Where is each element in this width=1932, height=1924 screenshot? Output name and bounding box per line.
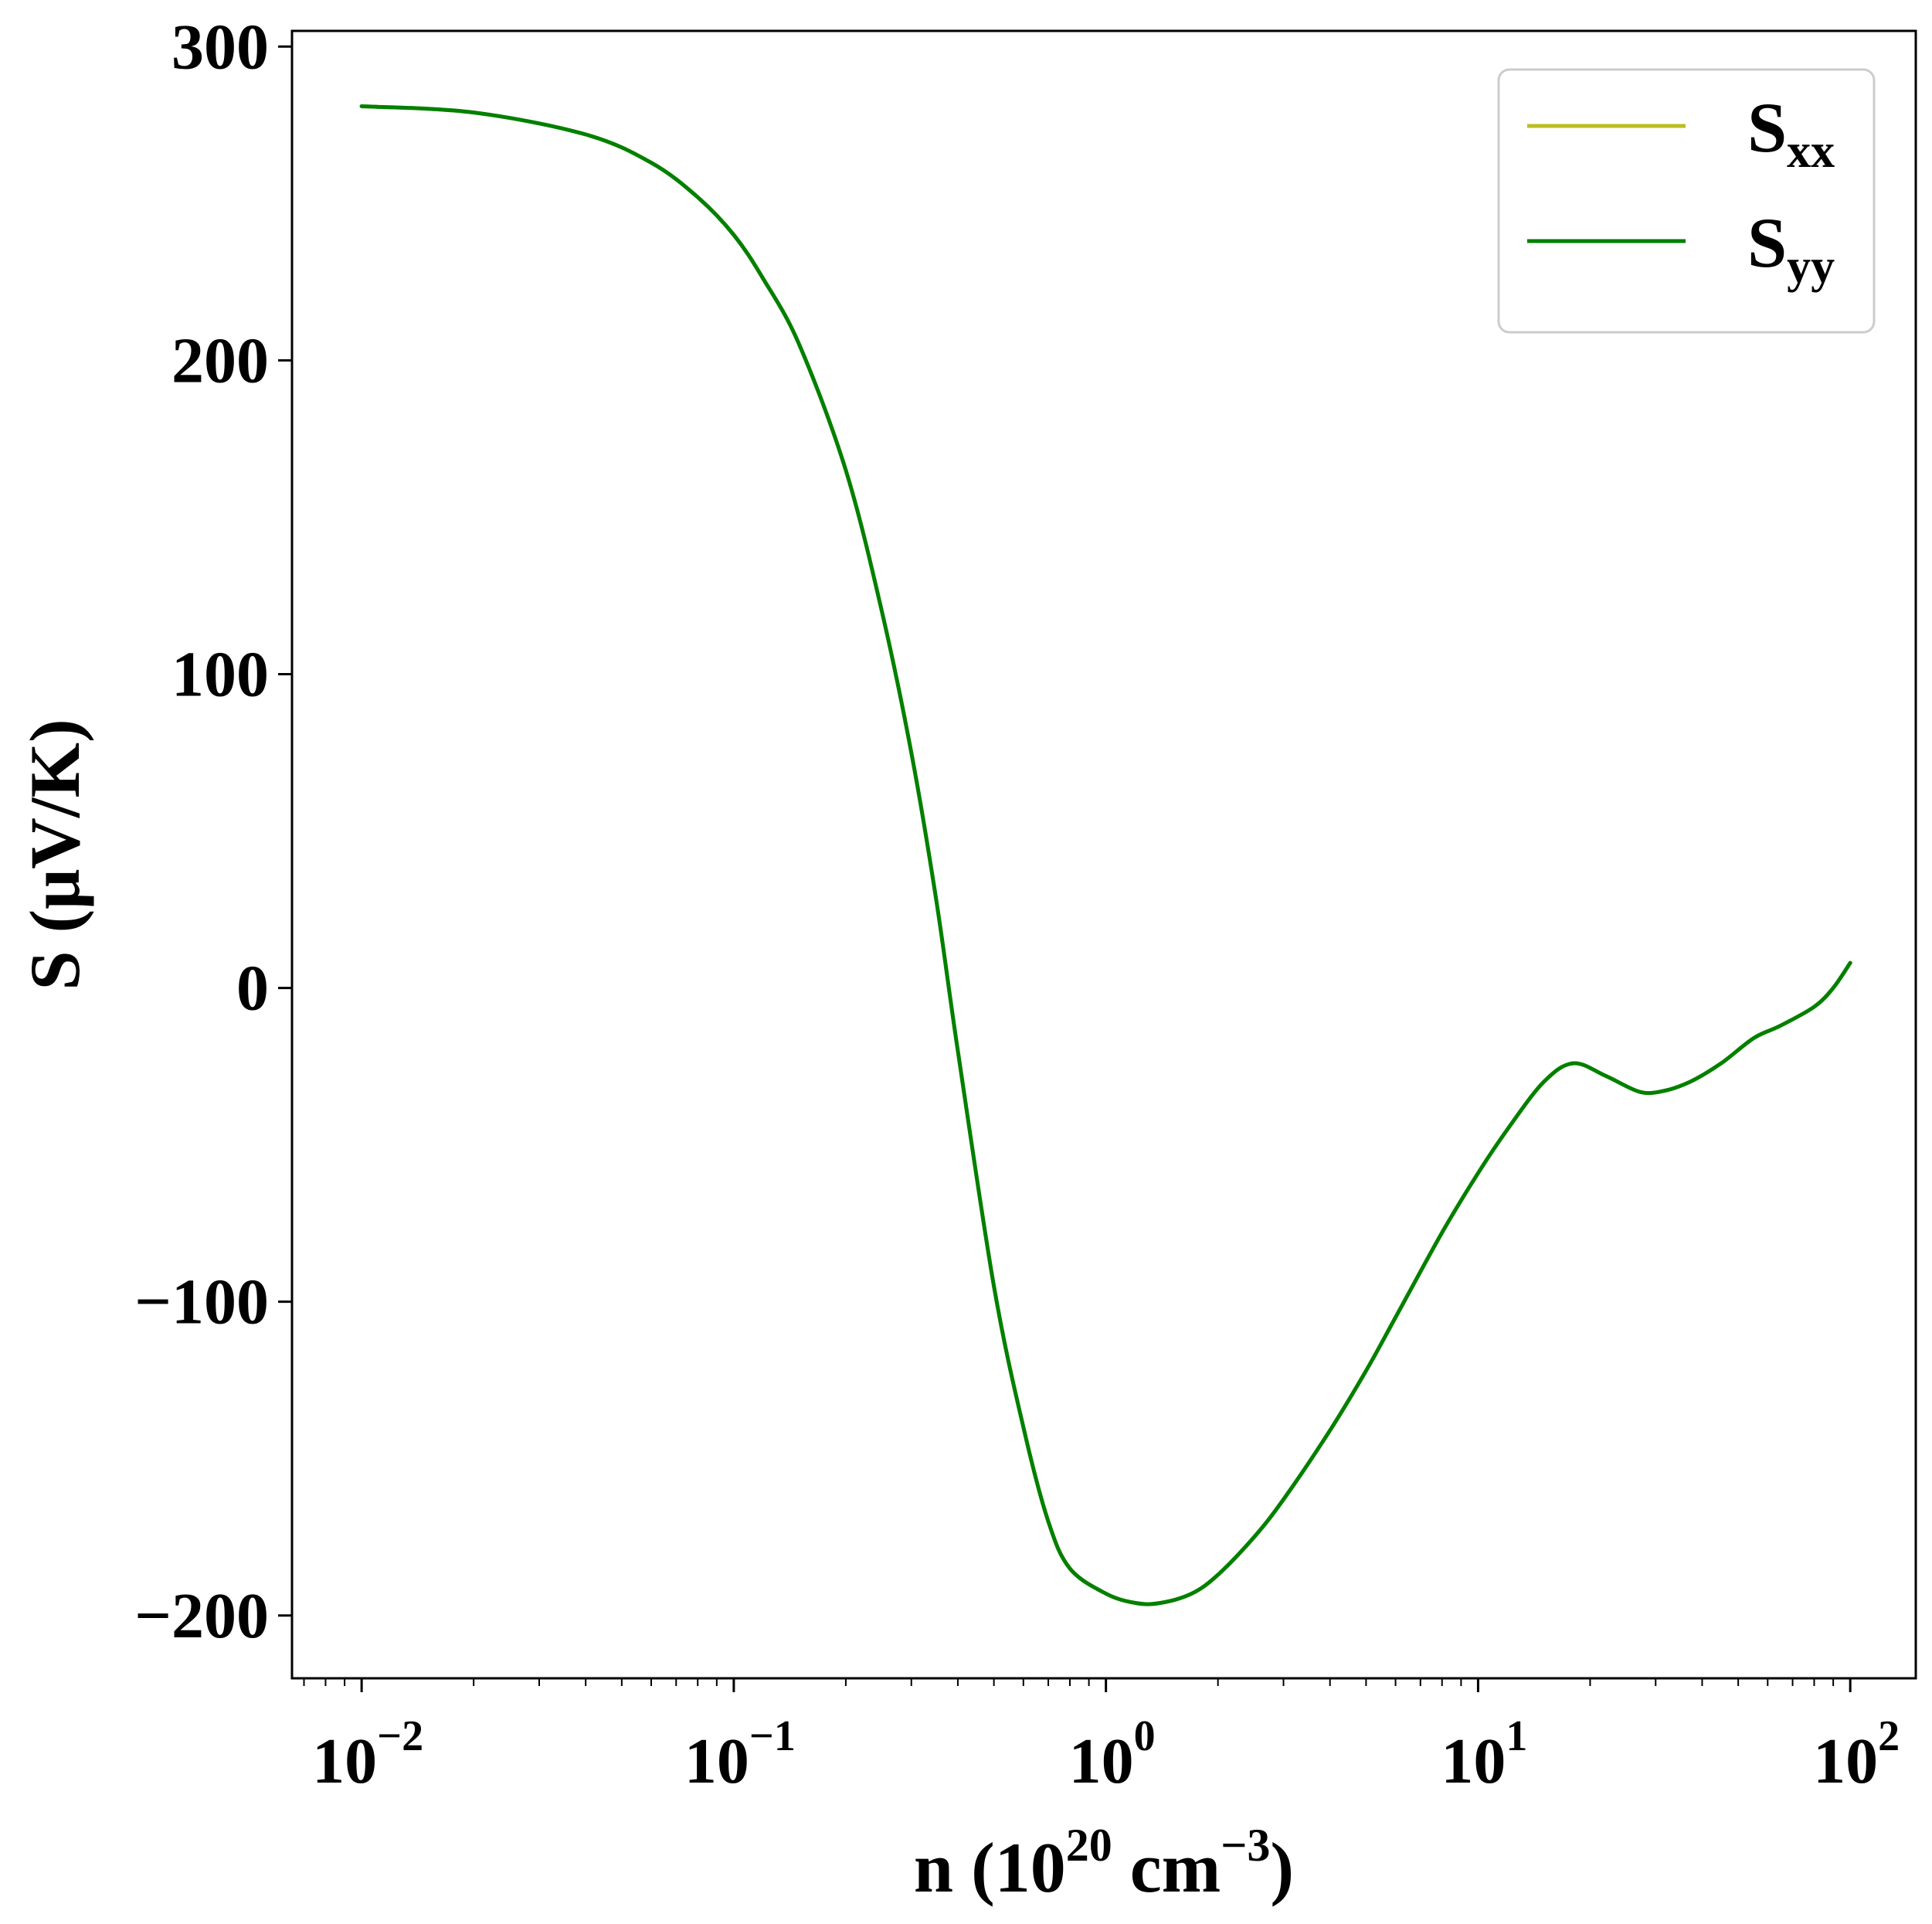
legend: Sxx Syy [1497,68,1876,334]
x-tick-label-base: 10 [684,1725,749,1797]
series-layer [359,104,1852,1606]
legend-frame [1497,68,1876,334]
x-axis-title-middle: cm [1112,1828,1221,1907]
series-line-syy [359,104,1852,1606]
x-axis-title-base: n (10 [914,1828,1066,1907]
y-tick-label: 200 [171,325,269,396]
x-tick-label: 10−2 [312,1712,423,1797]
legend-label-syy-main: S [1747,203,1787,282]
y-tick-label: −100 [134,1266,269,1338]
x-tick-label: 100 [1069,1712,1156,1797]
x-tick-label-exponent: 2 [1878,1712,1900,1760]
y-tick-label: −200 [134,1580,269,1652]
x-tick-label-exponent: −1 [749,1712,796,1760]
x-tick-label-base: 10 [1069,1725,1134,1797]
y-tick-label: 100 [171,638,269,710]
x-tick-label-base: 10 [1441,1725,1506,1797]
plot-frame [290,29,1917,1680]
x-tick-label-exponent: −2 [377,1712,423,1760]
legend-label-sxx-main: S [1747,88,1787,167]
y-axis: 300 200 100 0 −100 −200 [134,11,292,1652]
x-axis-title-exponent2: −3 [1221,1820,1270,1871]
x-tick-label-base: 10 [312,1725,377,1797]
x-axis: 10−2 10−1 100 101 102 [303,1678,1900,1797]
x-tick-label-exponent: 1 [1506,1712,1527,1760]
x-axis-title-end: ) [1270,1828,1294,1907]
legend-label-sxx: Sxx [1747,88,1835,178]
legend-label-syy: Syy [1747,203,1835,293]
x-axis-title-exponent: 20 [1066,1820,1112,1871]
x-tick-label: 102 [1813,1712,1900,1797]
legend-label-sxx-sub: xx [1787,125,1835,178]
y-tick-label: 300 [171,11,269,83]
x-axis-title: n (1020 cm−3) [914,1820,1294,1907]
x-tick-label-exponent: 0 [1134,1712,1156,1760]
x-tick-label: 101 [1441,1712,1527,1797]
x-tick-label: 10−1 [684,1712,796,1797]
y-tick-label: 0 [236,953,269,1025]
x-tick-label-base: 10 [1813,1725,1878,1797]
legend-label-syy-sub: yy [1787,240,1835,293]
y-axis-title: S (μV/K) [15,719,94,990]
